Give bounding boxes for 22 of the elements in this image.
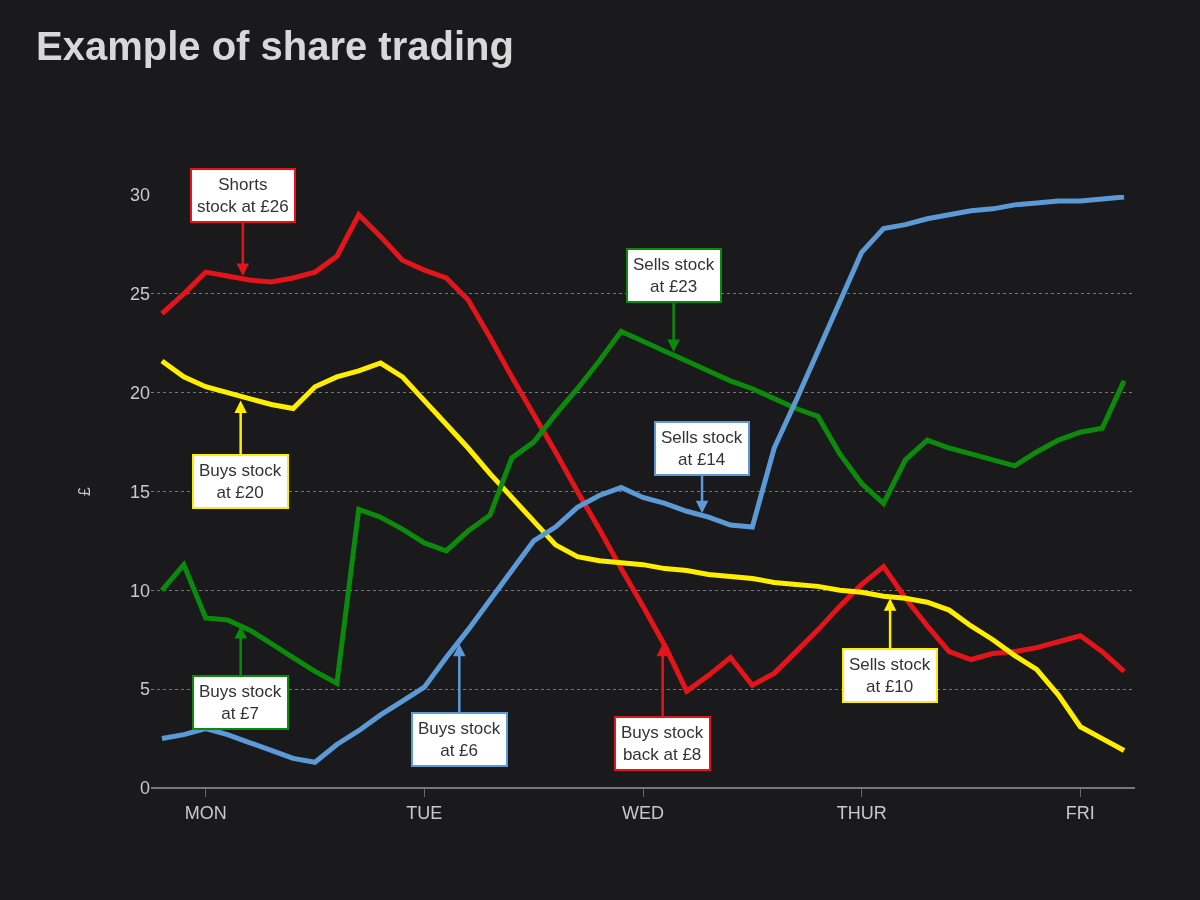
x-tick-label: WED — [622, 802, 664, 823]
x-tick-label: THUR — [836, 802, 887, 823]
annotation: Buys stock at £6 — [418, 719, 501, 761]
annotation: Sells stock at £10 — [849, 655, 931, 697]
x-tick-label: MON — [184, 802, 227, 823]
y-tick-label: 10 — [129, 580, 150, 601]
chart-title: Example of share trading — [36, 23, 514, 68]
annotation: Buys stock at £7 — [199, 682, 282, 724]
x-tick-label: FRI — [1065, 802, 1095, 823]
y-tick-label: 25 — [129, 284, 150, 305]
annotation: Sells stock at £14 — [661, 428, 743, 470]
annotation: Buys stock at £20 — [199, 461, 282, 503]
y-tick-label: 5 — [139, 679, 150, 700]
annotation: Shorts stock at £26 — [197, 175, 289, 217]
y-tick-label: 30 — [129, 185, 150, 206]
y-axis-title: £ — [75, 486, 93, 496]
annotation: Buys stock back at £8 — [621, 723, 704, 765]
y-tick-label: 15 — [129, 481, 150, 502]
y-tick-label: 20 — [129, 382, 150, 403]
annotation: Sells stock at £23 — [633, 255, 715, 297]
x-tick-label: TUE — [406, 802, 443, 823]
y-tick-label: 0 — [139, 778, 150, 799]
